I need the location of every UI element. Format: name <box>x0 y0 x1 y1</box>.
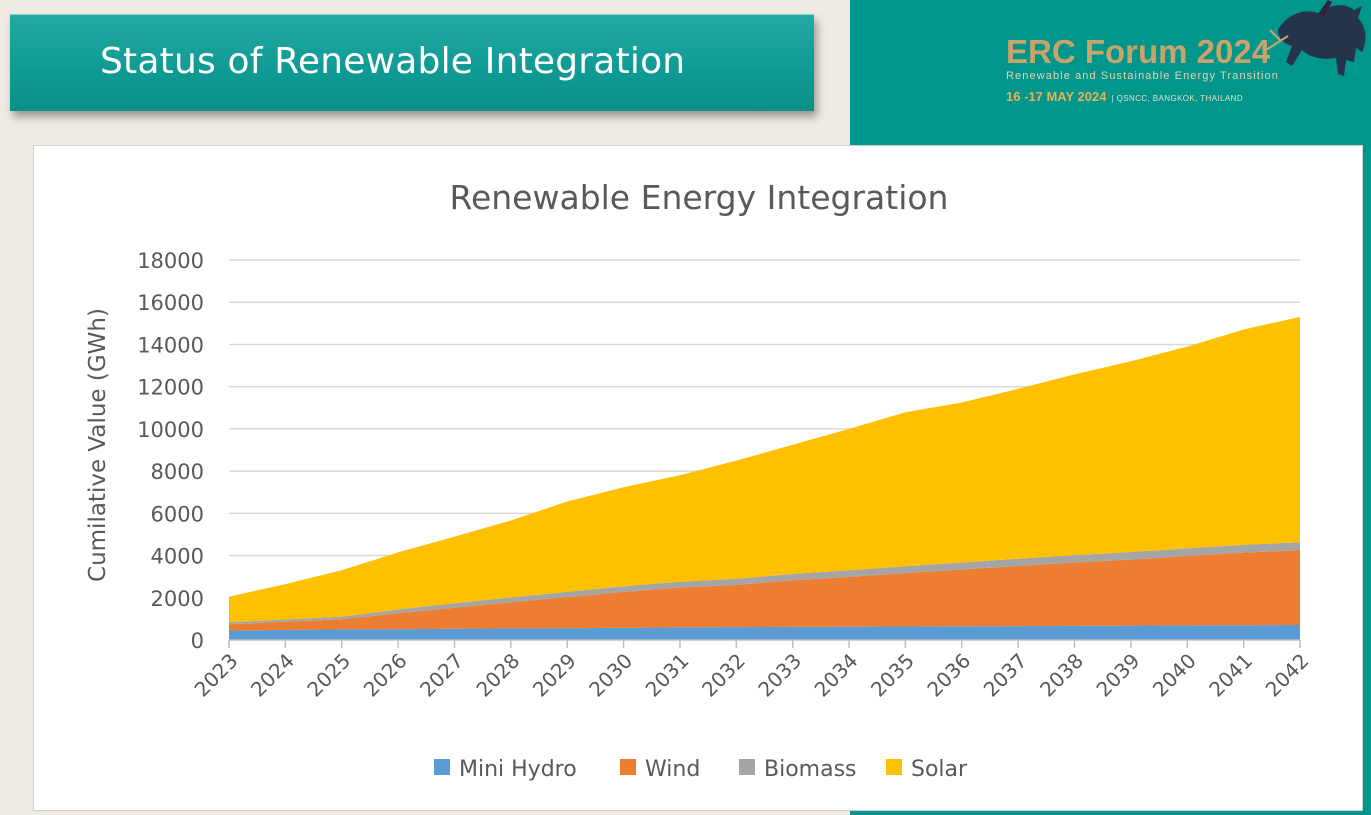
area-mini-hydro <box>229 625 1300 640</box>
x-tick-label: 2041 <box>1204 649 1257 702</box>
x-tick-label: 2039 <box>1091 649 1144 702</box>
y-tick-label: 18000 <box>137 249 204 273</box>
stacked-areas <box>229 317 1300 640</box>
x-tick-label: 2023 <box>190 649 243 702</box>
x-tick-label: 2038 <box>1035 649 1088 702</box>
y-axis-title: Cumilative Value (GWh) <box>85 308 111 582</box>
legend-label: Wind <box>645 757 700 782</box>
y-tick-label: 16000 <box>137 291 204 315</box>
chart-title: Renewable Energy Integration <box>450 178 949 217</box>
y-tick-label: 0 <box>191 629 204 653</box>
x-tick-label: 2033 <box>753 649 806 702</box>
x-tick-label: 2037 <box>979 649 1032 702</box>
y-tick-label: 8000 <box>151 460 204 484</box>
x-tick-label: 2035 <box>866 649 919 702</box>
y-tick-label: 14000 <box>137 333 204 357</box>
x-tick-label: 2026 <box>359 649 412 702</box>
x-tick-label: 2031 <box>641 649 694 702</box>
horse-rider-logo-icon <box>1265 0 1366 76</box>
x-tick-label: 2028 <box>471 649 524 702</box>
chart-panel: Renewable Energy Integration 0 2000 4000 60… <box>33 145 1363 811</box>
x-tick-label: 2030 <box>584 649 637 702</box>
event-venue: | QSNCC, BANGKOK, THAILAND <box>1111 94 1244 103</box>
area-chart: Renewable Energy Integration 0 2000 4000 60… <box>85 178 1314 782</box>
x-tick-label: 2027 <box>415 649 468 702</box>
y-tick-label: 6000 <box>151 502 204 526</box>
x-tick-label: 2024 <box>246 649 299 702</box>
x-tick-label: 2034 <box>810 649 863 702</box>
x-tick-label: 2042 <box>1261 649 1314 702</box>
legend-label: Mini Hydro <box>459 757 577 782</box>
event-date: 16 -17 MAY 2024 <box>1006 89 1107 104</box>
y-tick-label: 12000 <box>137 376 204 400</box>
title-banner: Status of Renewable Integration <box>10 14 814 111</box>
legend-item-biomass: Biomass <box>739 757 857 782</box>
legend-swatch <box>739 759 755 775</box>
x-tick-label: 2036 <box>922 649 975 702</box>
y-tick-label: 4000 <box>151 545 204 569</box>
legend-swatch <box>886 759 902 775</box>
area-biomass <box>229 542 1300 625</box>
event-name: ERC Forum 2024 <box>1006 33 1271 70</box>
y-tick-label: 10000 <box>137 418 204 442</box>
x-tick-label: 2025 <box>302 649 355 702</box>
event-date-row: 16 -17 MAY 2024 | QSNCC, BANGKOK, THAILA… <box>1006 86 1306 105</box>
slide-title: Status of Renewable Integration <box>100 41 686 82</box>
area-wind <box>229 550 1300 631</box>
x-axis: 2023 2024 2025 2026 2027 2028 2029 2030 2031 2032… <box>190 639 1314 702</box>
event-branding: ERC Forum 2024 Renewable and Sustainable… <box>1006 34 1306 105</box>
area-solar <box>229 317 1300 623</box>
legend-label: Solar <box>911 757 968 782</box>
legend-swatch <box>620 759 636 775</box>
legend-item-solar: Solar <box>886 757 968 782</box>
legend-swatch <box>434 759 450 775</box>
legend-label: Biomass <box>764 757 857 782</box>
legend-item-mini-hydro: Mini Hydro <box>434 757 577 782</box>
y-tick-label: 2000 <box>151 587 204 611</box>
legend-item-wind: Wind <box>620 757 700 782</box>
y-axis: 0 2000 4000 6000 8000 10000 12000 14000 16000 180… <box>137 249 204 653</box>
x-tick-label: 2040 <box>1148 649 1201 702</box>
chart-legend: Mini Hydro Wind Biomass Solar <box>434 757 968 782</box>
x-tick-label: 2032 <box>697 649 750 702</box>
x-tick-label: 2029 <box>528 649 581 702</box>
event-tagline: Renewable and Sustainable Energy Transit… <box>1006 70 1279 82</box>
